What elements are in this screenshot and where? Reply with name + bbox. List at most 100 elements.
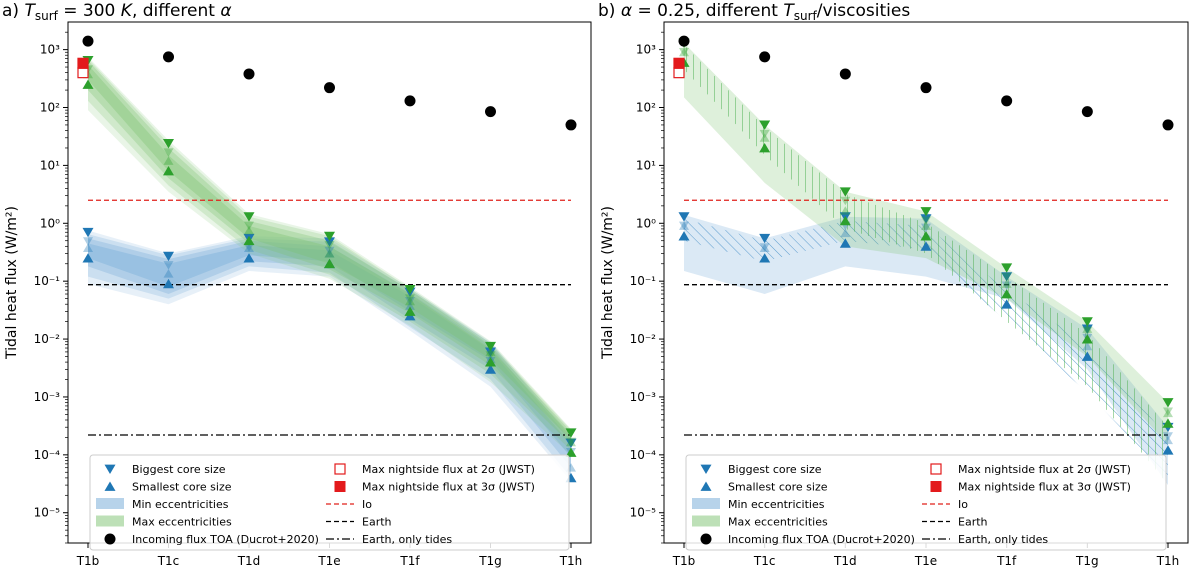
legend-jwst-2sigma-icon — [930, 463, 942, 475]
legend-label: Biggest core size — [728, 463, 822, 476]
x-tick-label: T1e — [914, 554, 937, 568]
y-tick-label: 10⁻³ — [630, 390, 657, 404]
legend-label: Earth, only tides — [958, 533, 1048, 546]
legend-min-ecc-swatch — [692, 498, 720, 509]
smallest-core-marker — [839, 215, 851, 226]
toa-flux-point — [324, 82, 335, 94]
title-part: surf — [35, 9, 59, 23]
biggest-core-marker-faded — [485, 351, 496, 360]
biggest-core-marker — [485, 341, 496, 352]
legend-smallest-core-icon — [700, 481, 712, 491]
biggest-core-marker-faded — [921, 223, 931, 233]
biggest-core-marker-faded — [324, 246, 335, 256]
legend-box — [89, 454, 570, 551]
title-part: α — [220, 1, 231, 21]
y-tick-label: 10⁻² — [34, 332, 61, 346]
biggest-core-marker — [1001, 272, 1013, 282]
smallest-core-marker — [485, 364, 496, 374]
biggest-core-marker-faded — [244, 243, 254, 252]
x-tick-label: T1g — [478, 554, 502, 568]
legend-label: Max eccentricities — [728, 516, 828, 529]
y-tick-label: 10⁻⁴ — [34, 448, 61, 462]
biggest-core-marker-faded — [759, 129, 770, 139]
jwst-3sigma-marker — [77, 57, 89, 69]
legend-label: Smallest core size — [728, 481, 828, 494]
toa-flux-point — [1162, 119, 1174, 131]
x-tick-label: T1c — [157, 554, 180, 568]
biggest-core-marker-faded — [921, 216, 931, 225]
title-part: T — [24, 1, 36, 21]
biggest-core-marker — [243, 212, 255, 222]
legend-max-ecc-swatch — [692, 515, 720, 527]
y-tick-label: 10⁻¹ — [630, 274, 657, 288]
smallest-core-marker — [82, 253, 94, 263]
toa-flux-point — [243, 68, 255, 80]
toa-flux-point — [759, 51, 771, 63]
legend-label: Max nightside flux at 3σ (JWST) — [362, 481, 535, 494]
legend-label: Incoming flux TOA (Ducrot+2020) — [728, 533, 915, 546]
y-tick-label: 10² — [40, 101, 60, 115]
toa-flux-point — [485, 106, 496, 118]
biggest-core-marker — [404, 285, 416, 295]
biggest-core-marker — [839, 187, 851, 197]
toa-flux-point — [565, 119, 577, 131]
biggest-core-marker — [920, 207, 932, 217]
smallest-core-marker-faded — [324, 249, 335, 258]
smallest-core-marker — [163, 278, 174, 289]
biggest-core-marker-faded — [163, 148, 174, 157]
panel-b: 10⁻⁵ 10⁻⁴ 10⁻³ 10⁻² 10⁻¹ 10⁰ 10¹ 10² 10³ T1b T1c T1… — [598, 1, 1189, 568]
smallest-core-marker — [404, 306, 416, 316]
smallest-core-marker-faded — [83, 243, 93, 252]
smallest-core-marker — [920, 241, 932, 251]
biggest-core-marker — [163, 138, 174, 149]
smallest-core-marker-faded — [244, 243, 254, 252]
biggest-core-marker-faded — [324, 241, 335, 250]
legend-biggest-core-icon — [104, 464, 116, 474]
biggest-core-marker-faded — [405, 294, 415, 303]
smallest-core-marker — [485, 357, 496, 367]
smallest-core-marker-faded — [1082, 324, 1093, 333]
toa-flux-point — [82, 35, 94, 47]
title-part: b) — [598, 1, 621, 21]
biggest-core-marker-faded — [83, 237, 93, 246]
band-min-ecc-layer — [88, 234, 571, 478]
smallest-core-marker-faded — [163, 269, 174, 278]
biggest-core-marker — [1001, 263, 1013, 273]
smallest-core-marker — [839, 238, 851, 248]
smallest-core-marker — [163, 166, 174, 176]
smallest-core-marker — [243, 235, 255, 246]
biggest-core-marker-faded — [1001, 281, 1012, 291]
biggest-core-marker — [163, 251, 174, 262]
legend-toa-icon — [104, 533, 116, 545]
toa-flux-point — [1081, 106, 1093, 118]
title-part: , different — [132, 1, 220, 21]
legend-max-ecc-swatch — [96, 515, 124, 527]
legend-biggest-core-icon — [700, 464, 712, 474]
smallest-core-marker — [1162, 445, 1174, 455]
smallest-core-marker-faded — [1001, 279, 1012, 288]
smallest-core-marker-faded — [921, 221, 931, 230]
x-tick-label: T1f — [996, 554, 1017, 568]
toa-flux-point — [920, 82, 932, 94]
y-tick-label: 10⁻³ — [34, 390, 61, 404]
biggest-core-marker-faded — [566, 437, 576, 447]
legend-label: Io — [362, 498, 372, 511]
toa-flux-point — [678, 35, 690, 47]
biggest-core-marker — [920, 214, 932, 224]
x-tick-label: T1h — [1156, 554, 1180, 568]
legend-label: Max eccentricities — [132, 516, 232, 529]
biggest-core-marker — [324, 237, 335, 247]
smallest-core-marker-faded — [405, 296, 415, 306]
biggest-core-marker-faded — [840, 196, 851, 206]
panel-a: 10⁻⁵ 10⁻⁴ 10⁻³ 10⁻² 10⁻¹ 10⁰ 10¹ 10² 10³ T1b T1c T1… — [2, 1, 592, 568]
x-tick-label: T1g — [1075, 554, 1099, 568]
smallest-core-marker-faded — [1163, 408, 1173, 418]
legend-label: Earth — [958, 516, 988, 529]
biggest-core-marker-faded — [244, 221, 254, 231]
smallest-core-marker-faded — [679, 47, 689, 57]
title-part: α — [621, 1, 632, 21]
band-min-ecc-layer — [88, 243, 571, 458]
x-tick-label: T1d — [833, 554, 857, 568]
jwst-3sigma-marker — [673, 57, 685, 69]
y-tick-label: 10⁻² — [630, 332, 657, 346]
